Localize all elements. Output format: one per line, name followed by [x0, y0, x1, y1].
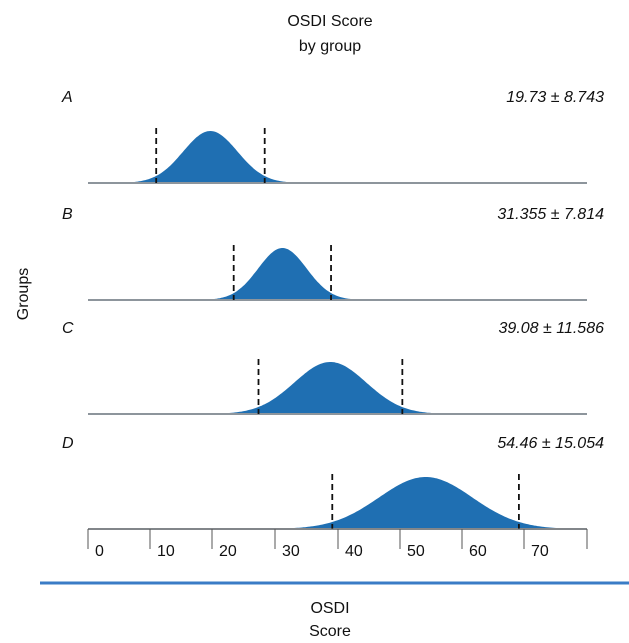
- x-tick-label: 10: [157, 543, 175, 560]
- y-axis-label: Groups: [15, 268, 32, 320]
- group-stat-label: 54.46 ± 15.054: [497, 435, 604, 452]
- density-curve: [88, 131, 584, 183]
- group-label: A: [61, 89, 73, 106]
- group-stat-label: 39.08 ± 11.586: [499, 320, 605, 337]
- x-tick-label: 30: [282, 543, 300, 560]
- panel-C: C 39.08 ± 11.586: [62, 320, 605, 415]
- group-stat-label: 19.73 ± 8.743: [506, 89, 604, 106]
- chart-title-line-2: by group: [299, 38, 361, 55]
- x-axis: 0 10 20 30 40 50 60 70: [87, 528, 588, 560]
- density-curve: [88, 477, 584, 529]
- group-label: D: [62, 435, 74, 452]
- x-tick-label: 20: [219, 543, 237, 560]
- x-tick-label: 40: [345, 543, 363, 560]
- group-label: C: [62, 320, 74, 337]
- x-tick-label: 50: [407, 543, 425, 560]
- panel-B: B 31.355 ± 7.814: [62, 206, 604, 301]
- x-axis-label-line-2: Score: [309, 623, 351, 640]
- density-curve: [88, 362, 584, 414]
- x-axis-label-line-1: OSDI: [310, 600, 349, 617]
- x-tick-label: 0: [95, 543, 104, 560]
- panel-A: A 19.73 ± 8.743: [61, 89, 604, 184]
- group-stat-label: 31.355 ± 7.814: [497, 206, 604, 223]
- group-panels: A 19.73 ± 8.743 B 31.355 ± 7.814 C 39.08 ± 11…: [61, 89, 605, 530]
- chart-title-line-1: OSDI Score: [287, 13, 372, 30]
- x-tick-label: 60: [469, 543, 487, 560]
- group-label: B: [62, 206, 73, 223]
- panel-D: D 54.46 ± 15.054: [62, 435, 604, 530]
- density-curve: [88, 248, 584, 300]
- x-tick-label: 70: [531, 543, 549, 560]
